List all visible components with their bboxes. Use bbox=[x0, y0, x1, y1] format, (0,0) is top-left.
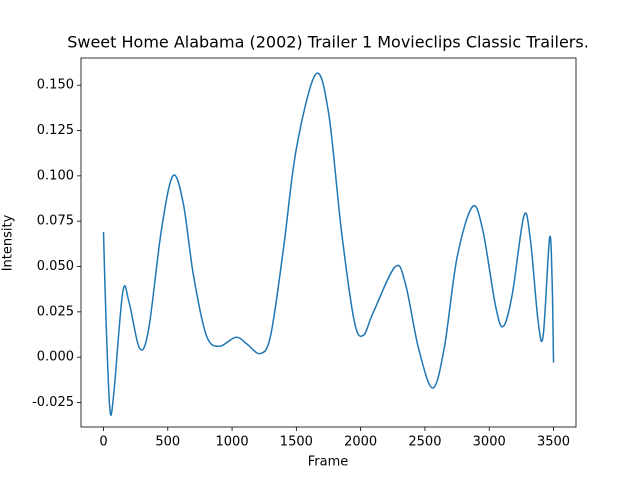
y-tick-label: 0.100 bbox=[37, 168, 74, 183]
y-tick-label: 0.025 bbox=[37, 304, 74, 319]
x-tick-label: 1000 bbox=[216, 435, 249, 450]
data-line bbox=[102, 72, 555, 416]
x-tick-label: 2000 bbox=[344, 435, 377, 450]
x-tick-label: 2500 bbox=[408, 435, 441, 450]
x-tick-label: 0 bbox=[99, 435, 107, 450]
plot-frame bbox=[80, 57, 577, 428]
y-tick-label: 0.075 bbox=[37, 214, 74, 229]
y-tick-label: 0.125 bbox=[37, 123, 74, 138]
x-tick-label: 500 bbox=[155, 435, 180, 450]
x-axis-label: Frame bbox=[308, 455, 349, 470]
x-tick-label: 3500 bbox=[537, 435, 570, 450]
chart-title: Sweet Home Alabama (2002) Trailer 1 Movi… bbox=[67, 33, 589, 52]
y-tick-label: 0.000 bbox=[37, 350, 74, 365]
y-axis-label: Intensity bbox=[1, 214, 16, 271]
x-tick-label: 3000 bbox=[473, 435, 506, 450]
x-tick-label: 1500 bbox=[280, 435, 313, 450]
y-tick-label: 0.050 bbox=[37, 259, 74, 274]
y-tick-label: -0.025 bbox=[32, 395, 74, 410]
y-tick-label: 0.150 bbox=[37, 78, 74, 93]
